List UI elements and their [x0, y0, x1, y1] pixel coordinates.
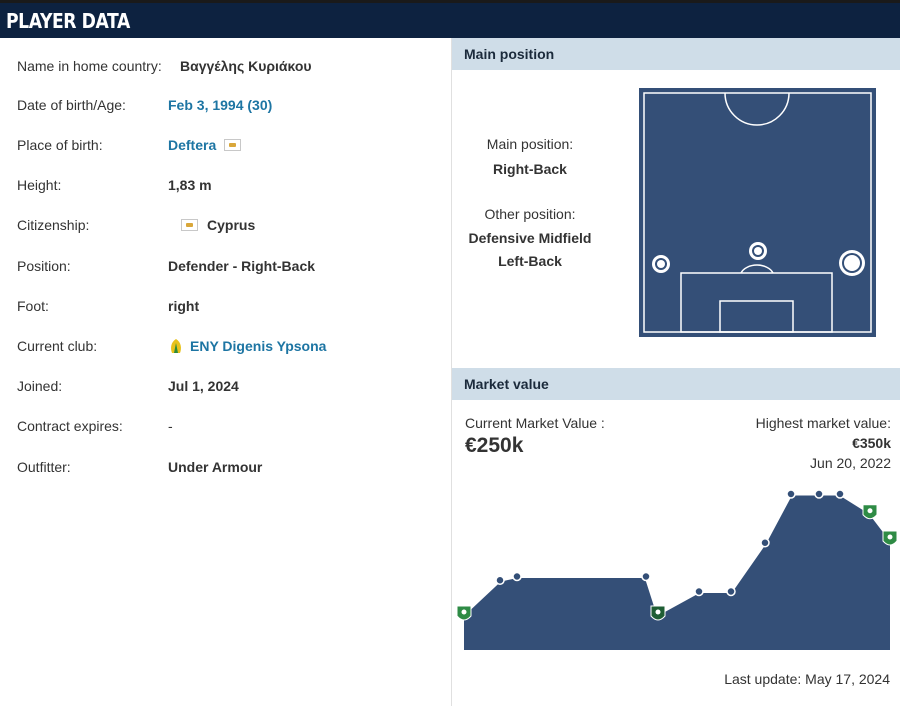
current-market-value-label: Current Market Value : — [465, 415, 605, 431]
value-joined: Jul 1, 2024 — [168, 378, 239, 394]
label-height: Height: — [17, 177, 62, 193]
label-date-of-birth: Date of birth/Age: — [17, 97, 126, 113]
row-height: Height: 1,83 m — [17, 177, 447, 197]
main-position-value: Right-Back — [493, 161, 567, 177]
chart-point[interactable] — [814, 489, 824, 499]
pitch-center-circle — [724, 92, 790, 126]
label-joined: Joined: — [17, 378, 63, 394]
chart-point[interactable] — [835, 489, 845, 499]
chart-point[interactable] — [694, 586, 704, 597]
label-foot: Foot: — [17, 298, 49, 314]
row-position: Position: Defender - Right-Back — [17, 258, 447, 278]
page-header: PLAYER DATA — [0, 0, 900, 38]
highest-market-value-label: Highest market value: — [755, 415, 891, 431]
chart-club-crest-point[interactable] — [882, 530, 898, 546]
other-position-value-2: Left-Back — [498, 253, 562, 269]
current-market-value: €250k — [465, 434, 524, 457]
market-value-title: Market value — [464, 376, 549, 392]
pitch-penalty-arc — [740, 264, 774, 274]
chart-club-crest-point[interactable] — [456, 605, 472, 621]
column-divider — [451, 38, 452, 706]
current-club-link[interactable]: ENY Digenis Ypsona — [190, 338, 327, 354]
other-position-label: Other position: — [484, 206, 576, 222]
row-foot: Foot: right — [17, 298, 447, 318]
highest-market-value-date: Jun 20, 2022 — [810, 455, 891, 471]
citizenship-value: Cyprus — [181, 217, 255, 233]
row-joined: Joined: Jul 1, 2024 — [17, 378, 447, 398]
row-date-of-birth: Date of birth/Age: Feb 3, 1994 (30) — [17, 97, 447, 117]
market-value-header: Market value — [452, 368, 900, 400]
cyprus-flag-icon — [181, 219, 198, 231]
label-position: Position: — [17, 258, 71, 274]
club-crest-icon — [171, 339, 181, 353]
row-place-of-birth: Place of birth: Deftera — [17, 137, 447, 157]
label-place-of-birth: Place of birth: — [17, 137, 103, 153]
pitch-goal-area — [719, 300, 794, 333]
row-citizenship: Citizenship: Cyprus — [17, 217, 447, 237]
row-name-in-home-country: Name in home country: Βαγγέλης Κυριάκου — [17, 58, 447, 78]
value-contract-expires: - — [168, 418, 173, 434]
chart-point[interactable] — [726, 586, 736, 597]
marker-right-back-main — [839, 250, 865, 276]
main-position-label: Main position: — [486, 136, 574, 152]
label-name-in-home-country: Name in home country: — [17, 58, 162, 74]
value-name-in-home-country: Βαγγέλης Κυριάκου — [180, 58, 312, 74]
other-position-value-1: Defensive Midfield — [468, 230, 592, 246]
chart-club-crest-point[interactable] — [862, 504, 878, 520]
marker-left-back — [652, 255, 670, 273]
value-outfitter: Under Armour — [168, 459, 263, 475]
chart-club-crest-point[interactable] — [650, 605, 666, 621]
label-current-club: Current club: — [17, 338, 98, 354]
row-contract-expires: Contract expires: - — [17, 418, 447, 438]
highest-market-value: €350k — [852, 435, 891, 451]
label-citizenship: Citizenship: — [17, 217, 90, 233]
chart-point[interactable] — [641, 571, 651, 582]
chart-point[interactable] — [495, 575, 505, 585]
date-of-birth-link[interactable]: Feb 3, 1994 (30) — [168, 97, 273, 113]
position-pitch — [639, 88, 876, 337]
market-value-chart — [456, 489, 898, 650]
row-outfitter: Outfitter: Under Armour — [17, 459, 447, 479]
chart-point[interactable] — [786, 489, 796, 499]
label-contract-expires: Contract expires: — [17, 418, 123, 434]
value-height: 1,83 m — [168, 177, 212, 193]
value-position: Defender - Right-Back — [168, 258, 316, 274]
main-position-title: Main position — [464, 46, 555, 62]
citizenship-country: Cyprus — [207, 217, 256, 233]
chart-point[interactable] — [512, 571, 522, 582]
last-update: Last update: May 17, 2024 — [724, 671, 890, 687]
label-outfitter: Outfitter: — [17, 459, 71, 475]
place-of-birth-link[interactable]: Deftera — [168, 137, 217, 153]
chart-point[interactable] — [760, 538, 770, 548]
value-foot: right — [168, 298, 200, 314]
page-title: PLAYER DATA — [6, 9, 130, 33]
place-of-birth-value: Deftera — [168, 137, 242, 153]
chart-area — [464, 494, 890, 650]
cyprus-flag-icon — [224, 139, 242, 151]
current-club-value: ENY Digenis Ypsona — [168, 338, 326, 354]
row-current-club: Current club: ENY Digenis Ypsona — [17, 338, 447, 358]
pitch-background — [639, 88, 876, 337]
main-position-header: Main position — [452, 38, 900, 70]
marker-defensive-midfield — [749, 242, 767, 260]
